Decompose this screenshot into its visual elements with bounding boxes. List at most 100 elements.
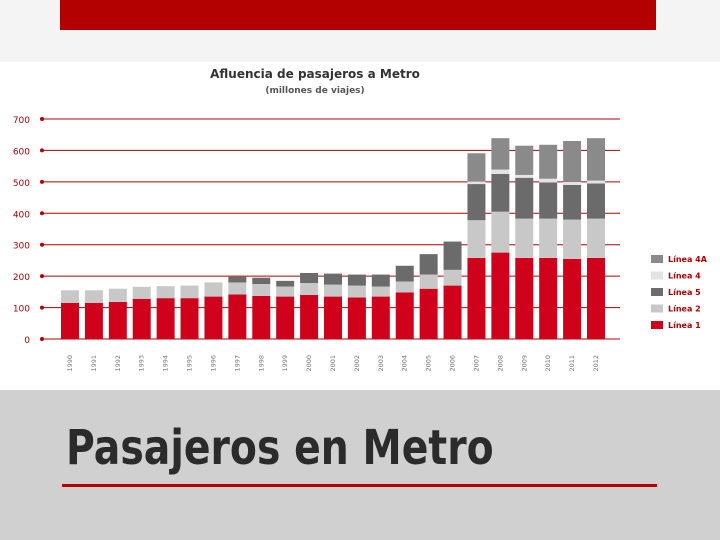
bar-segment xyxy=(443,285,462,339)
bar-segment xyxy=(587,138,605,181)
bar-segment xyxy=(228,294,247,339)
bar-segment xyxy=(204,282,223,297)
bar-segment xyxy=(515,145,534,175)
bar-segment xyxy=(515,218,534,258)
x-tick-label: 1990 xyxy=(66,355,74,372)
bar-segment xyxy=(276,296,295,339)
bar-segment xyxy=(419,288,438,339)
bar-segment xyxy=(300,283,319,295)
bar-segment xyxy=(563,181,582,185)
x-tick-label: 1993 xyxy=(138,355,146,372)
x-tick-label: 2012 xyxy=(592,355,600,372)
bar-segment xyxy=(515,177,534,219)
slide-title: Pasajeros en Metro xyxy=(66,420,494,476)
legend-swatch xyxy=(651,271,663,280)
x-tick-label: 2000 xyxy=(305,355,313,372)
x-tick-label: 1997 xyxy=(233,355,241,372)
bar-segment xyxy=(276,286,295,297)
y-tick-label: 100 xyxy=(13,305,30,315)
tick-dot xyxy=(40,305,44,310)
y-tick-label: 700 xyxy=(13,116,30,126)
bar-segment xyxy=(252,284,271,296)
bar-segment xyxy=(228,276,247,283)
bar-segment xyxy=(395,265,414,282)
title-band xyxy=(0,390,720,540)
bar-segment xyxy=(587,257,605,339)
x-tick-label: 2007 xyxy=(472,355,480,372)
bar-segment xyxy=(252,295,271,339)
bar-segment xyxy=(156,286,175,299)
title-underline xyxy=(62,484,657,487)
bar-segment xyxy=(156,298,175,339)
bar-segment xyxy=(419,274,438,289)
x-tick-label: 1998 xyxy=(257,355,265,372)
bar-segment xyxy=(563,141,582,182)
y-tick-label: 400 xyxy=(13,210,30,220)
tick-dot xyxy=(40,242,44,247)
bar-segment xyxy=(371,296,390,339)
top-accent-bar xyxy=(60,0,656,30)
bar-segment xyxy=(324,284,342,297)
bar-segment xyxy=(347,285,366,298)
bar-segment xyxy=(467,181,486,185)
bar-segment xyxy=(443,269,462,286)
bar-segment xyxy=(515,257,534,339)
bar-segment xyxy=(539,257,558,339)
tick-dot xyxy=(40,117,44,121)
bar-segment xyxy=(61,302,79,339)
bar-segment xyxy=(228,282,247,295)
bar-segment xyxy=(491,174,510,212)
passenger-chart: Afluencia de pasajeros a Metro (millones… xyxy=(13,67,708,372)
bar-segment xyxy=(491,211,510,253)
bar-segment xyxy=(84,302,103,339)
chart-panel: Afluencia de pasajeros a Metro (millones… xyxy=(0,62,720,390)
bar-segment xyxy=(276,280,295,287)
x-tick-label: 1994 xyxy=(162,355,170,372)
x-tick-label: 1995 xyxy=(186,355,194,372)
y-tick-label: 300 xyxy=(13,242,30,252)
bar-segment xyxy=(467,184,486,221)
bar-segment xyxy=(587,218,605,258)
bar-segment xyxy=(300,273,319,284)
y-tick-label: 0 xyxy=(24,336,30,346)
x-tick-label: 1992 xyxy=(114,355,122,372)
bar-segment xyxy=(132,298,151,339)
x-tick-label: 2002 xyxy=(353,355,361,372)
bar-segment xyxy=(491,169,510,174)
bar-segment xyxy=(395,281,414,293)
bar-segment xyxy=(371,286,390,297)
bar-segment xyxy=(347,274,366,286)
bar-segment xyxy=(371,274,390,287)
bar-segment xyxy=(180,298,199,339)
bar-segment xyxy=(539,144,558,179)
y-tick-label: 200 xyxy=(13,273,30,283)
bar-segment xyxy=(539,218,558,258)
x-tick-label: 1999 xyxy=(281,355,289,372)
bar-segment xyxy=(515,174,534,178)
bar-segment xyxy=(443,241,462,270)
bar-segment xyxy=(108,288,127,302)
bar-segment xyxy=(108,301,127,339)
bar-segment xyxy=(61,290,79,303)
tick-dot xyxy=(40,337,44,341)
bar-segment xyxy=(491,252,510,339)
bar-segment xyxy=(395,292,414,339)
x-tick-label: 2010 xyxy=(544,355,552,372)
bar-segment xyxy=(563,219,582,259)
legend-label: Línea 1 xyxy=(668,321,701,330)
bar-segment xyxy=(180,285,199,299)
tick-dot xyxy=(40,148,44,153)
bar-segment xyxy=(204,296,223,339)
bar-segment xyxy=(467,153,486,182)
x-tick-label: 2009 xyxy=(520,355,528,372)
bar-segment xyxy=(587,180,605,184)
x-tick-label: 2006 xyxy=(449,355,457,372)
bar-segment xyxy=(467,257,486,339)
bar-segment xyxy=(252,277,271,284)
x-tick-label: 2004 xyxy=(401,355,409,372)
bar-segment xyxy=(132,286,151,299)
bar-segment xyxy=(587,183,605,219)
bar-segment xyxy=(467,220,486,258)
legend-label: Línea 2 xyxy=(668,305,701,314)
bar-segment xyxy=(419,254,438,275)
